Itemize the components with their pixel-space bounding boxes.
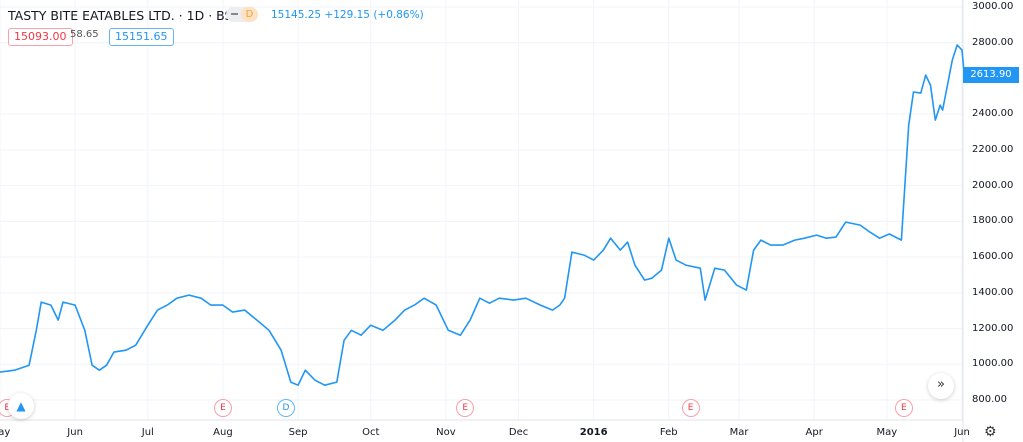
price-tick-label: 800.00 <box>972 394 1007 405</box>
price-tick-label: 2400.00 <box>972 108 1014 120</box>
scroll-to-realtime-button[interactable]: » <box>928 373 954 399</box>
settings-gear-icon[interactable]: ⚙ <box>984 424 997 440</box>
price-tick-label: 1800.00 <box>972 215 1014 227</box>
time-tick-label: Mar <box>729 427 749 438</box>
tradingview-logo-icon[interactable]: ▲ <box>8 393 34 419</box>
price-tick-label: 2000.00 <box>972 179 1014 191</box>
dividend-event-marker[interactable]: D <box>276 399 295 417</box>
time-tick-label: Jul <box>141 427 154 438</box>
price-tick-label: 3000.00 <box>972 1 1014 12</box>
price-tick-label: 2200.00 <box>972 143 1014 155</box>
time-tick-label: Jun <box>954 427 970 438</box>
interval: 1D <box>186 8 205 23</box>
buy-button[interactable]: 15151.65 <box>109 28 174 46</box>
price-tick-label: 2800.00 <box>972 36 1014 48</box>
time-tick-label: Dec <box>508 427 529 438</box>
earnings-event-marker[interactable]: E <box>456 399 475 417</box>
price-tick-label: 1600.00 <box>972 251 1014 263</box>
time-tick-label: Jun <box>67 427 83 438</box>
earnings-event-marker[interactable]: E <box>681 399 700 417</box>
price-tick-label: 1200.00 <box>972 322 1014 334</box>
time-tick-label: May <box>0 427 11 438</box>
time-tick-label: Sep <box>288 427 308 438</box>
price-line <box>0 44 966 386</box>
time-tick-label: May <box>876 427 898 438</box>
earnings-event-marker[interactable]: E <box>894 399 913 417</box>
time-tick-label: Nov <box>436 427 456 438</box>
earnings-event-marker[interactable]: E <box>213 399 232 417</box>
time-tick-label: 2016 <box>579 427 608 438</box>
quote-readout: 15145.25 +129.15 (+0.86%) <box>271 9 424 21</box>
market-status-badge[interactable]: D <box>226 7 258 22</box>
quote-change: +129.15 (+0.86%) <box>324 9 424 21</box>
dash-icon <box>231 13 238 15</box>
symbol-name: TASTY BITE EATABLES LTD. <box>8 8 175 23</box>
last-price-label: 2613.90 <box>963 67 1019 83</box>
grid <box>0 0 963 420</box>
spread-value: 58.65 <box>70 29 99 40</box>
price-tick-label: 1400.00 <box>972 286 1014 298</box>
time-tick-label: Oct <box>362 427 380 438</box>
symbol-title[interactable]: TASTY BITE EATABLES LTD. · 1D · BSE <box>8 8 240 23</box>
price-tick-label: 1000.00 <box>972 358 1014 370</box>
time-tick-label: Feb <box>659 427 678 438</box>
last-quote: 15145.25 <box>271 9 322 21</box>
delayed-badge: D <box>241 7 258 22</box>
time-tick-label: Apr <box>805 427 823 438</box>
time-tick-label: Aug <box>213 427 233 438</box>
sell-button[interactable]: 15093.00 <box>8 28 73 46</box>
